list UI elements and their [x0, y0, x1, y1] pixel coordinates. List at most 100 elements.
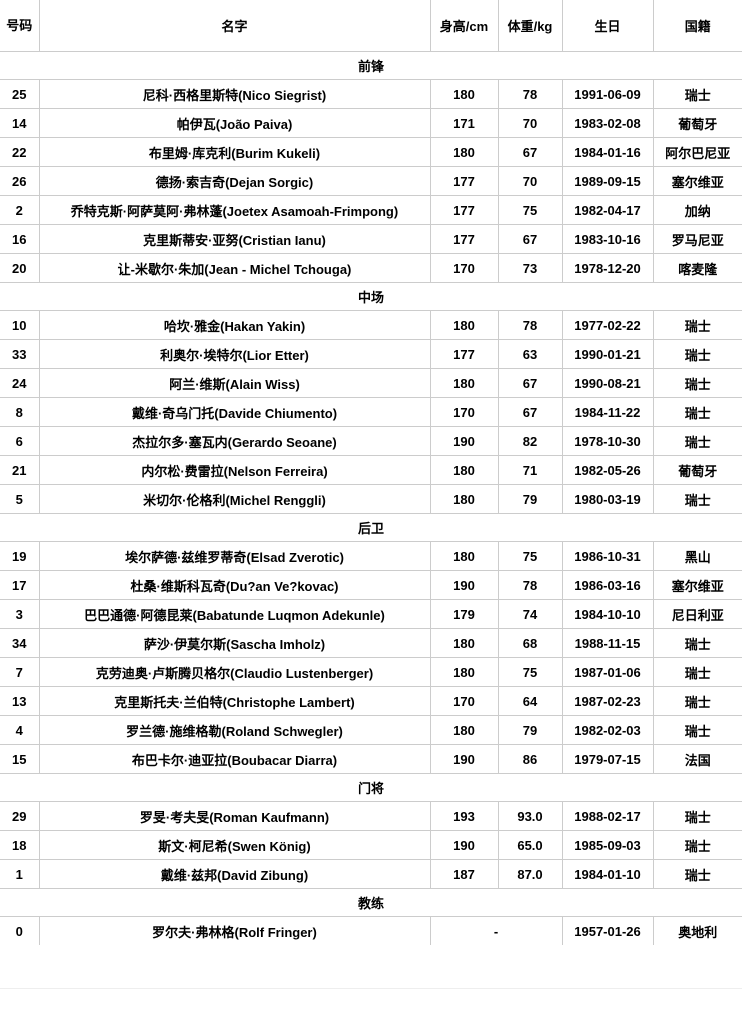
player-nationality: 塞尔维亚 — [652, 166, 742, 196]
player-weight: 75 — [497, 657, 563, 687]
player-number: 2 — [0, 195, 40, 225]
player-row: 24 阿兰·维斯(Alain Wiss) 180 67 1990-08-21 瑞士 — [0, 368, 742, 398]
player-row: 20 让-米歇尔·朱加(Jean - Michel Tchouga) 170 73 19… — [0, 253, 742, 283]
col-header-weight: 体重/kg — [497, 0, 563, 52]
player-nationality: 喀麦隆 — [652, 253, 742, 283]
player-row: 19 埃尔萨德·兹维罗蒂奇(Elsad Zverotic) 180 75 1986-10… — [0, 541, 742, 571]
player-birthday: 1982-04-17 — [561, 195, 654, 225]
player-weight: 86 — [497, 744, 563, 774]
player-height: 170 — [429, 253, 499, 283]
player-name: 让-米歇尔·朱加(Jean - Michel Tchouga) — [38, 253, 431, 283]
player-nationality: 瑞士 — [652, 715, 742, 745]
col-header-name: 名字 — [38, 0, 431, 52]
player-number: 20 — [0, 253, 40, 283]
player-weight: 65.0 — [497, 830, 563, 860]
player-weight: 74 — [497, 599, 563, 629]
player-birthday: 1983-10-16 — [561, 224, 654, 254]
player-row: 10 哈坎·雅金(Hakan Yakin) 180 78 1977-02-22 瑞士 — [0, 310, 742, 340]
player-weight: 63 — [497, 339, 563, 369]
player-number: 24 — [0, 368, 40, 398]
player-weight: 82 — [497, 426, 563, 456]
section-title: 中场 — [0, 282, 742, 311]
player-name: 罗兰德·施维格勒(Roland Schwegler) — [38, 715, 431, 745]
player-name: 利奥尔·埃特尔(Lior Etter) — [38, 339, 431, 369]
player-height: 180 — [429, 455, 499, 485]
player-name: 布巴卡尔·迪亚拉(Boubacar Diarra) — [38, 744, 431, 774]
player-weight: 78 — [497, 570, 563, 600]
player-height: 180 — [429, 541, 499, 571]
player-weight: 67 — [497, 368, 563, 398]
player-nationality: 瑞士 — [652, 484, 742, 514]
player-nationality: 瑞士 — [652, 859, 742, 889]
player-number: 14 — [0, 108, 40, 138]
player-number: 3 — [0, 599, 40, 629]
section-row: 教练 — [0, 888, 742, 917]
player-weight: 78 — [497, 79, 563, 109]
player-weight: 87.0 — [497, 859, 563, 889]
player-nationality: 奥地利 — [652, 916, 742, 946]
player-birthday: 1984-01-10 — [561, 859, 654, 889]
player-name: 哈坎·雅金(Hakan Yakin) — [38, 310, 431, 340]
player-number: 26 — [0, 166, 40, 196]
player-row: 29 罗旻·考夫旻(Roman Kaufmann) 193 93.0 1988-02-1… — [0, 801, 742, 831]
player-name: 乔特克斯·阿萨莫阿·弗林蓬(Joetex Asamoah-Frimpong) — [38, 195, 431, 225]
player-nationality: 瑞士 — [652, 426, 742, 456]
player-birthday: 1990-08-21 — [561, 368, 654, 398]
player-height-weight: - — [429, 916, 563, 946]
player-number: 4 — [0, 715, 40, 745]
player-weight: 68 — [497, 628, 563, 658]
player-name: 萨沙·伊莫尔斯(Sascha Imholz) — [38, 628, 431, 658]
player-weight: 67 — [497, 397, 563, 427]
player-height: 190 — [429, 426, 499, 456]
player-name: 尼科·西格里斯特(Nico Siegrist) — [38, 79, 431, 109]
player-height: 180 — [429, 368, 499, 398]
player-weight: 67 — [497, 137, 563, 167]
player-weight: 70 — [497, 108, 563, 138]
player-weight: 93.0 — [497, 801, 563, 831]
bottom-divider — [0, 988, 742, 989]
player-birthday: 1983-02-08 — [561, 108, 654, 138]
player-number: 8 — [0, 397, 40, 427]
player-height: 193 — [429, 801, 499, 831]
player-row: 0 罗尔夫·弗林格(Rolf Fringer) -1957-01-26 奥地利 — [0, 916, 742, 946]
player-weight: 71 — [497, 455, 563, 485]
player-birthday: 1957-01-26 — [561, 916, 654, 946]
player-row: 7 克劳迪奥·卢斯腾贝格尔(Claudio Lustenberger) 180 75 1… — [0, 657, 742, 687]
player-nationality: 瑞士 — [652, 310, 742, 340]
player-birthday: 1982-02-03 — [561, 715, 654, 745]
player-weight: 70 — [497, 166, 563, 196]
player-birthday: 1987-01-06 — [561, 657, 654, 687]
player-weight: 78 — [497, 310, 563, 340]
player-number: 19 — [0, 541, 40, 571]
player-birthday: 1991-06-09 — [561, 79, 654, 109]
player-nationality: 葡萄牙 — [652, 108, 742, 138]
player-row: 25 尼科·西格里斯特(Nico Siegrist) 180 78 1991-06-09… — [0, 79, 742, 109]
player-name: 戴维·奇乌门托(Davide Chiumento) — [38, 397, 431, 427]
player-name: 克里斯蒂安·亚努(Cristian Ianu) — [38, 224, 431, 254]
player-name: 罗尔夫·弗林格(Rolf Fringer) — [38, 916, 431, 946]
player-height: 190 — [429, 570, 499, 600]
player-row: 14 帕伊瓦(João Paiva) 171 70 1983-02-08 葡萄牙 — [0, 108, 742, 138]
player-birthday: 1982-05-26 — [561, 455, 654, 485]
player-height: 170 — [429, 686, 499, 716]
player-height: 171 — [429, 108, 499, 138]
player-nationality: 瑞士 — [652, 657, 742, 687]
player-weight: 79 — [497, 484, 563, 514]
player-number: 1 — [0, 859, 40, 889]
player-name: 埃尔萨德·兹维罗蒂奇(Elsad Zverotic) — [38, 541, 431, 571]
player-birthday: 1984-01-16 — [561, 137, 654, 167]
col-header-number: 号码 — [0, 0, 40, 52]
player-height: 190 — [429, 744, 499, 774]
section-row: 中场 — [0, 282, 742, 311]
player-height: 177 — [429, 195, 499, 225]
player-number: 15 — [0, 744, 40, 774]
player-nationality: 尼日利亚 — [652, 599, 742, 629]
player-row: 6 杰拉尔多·塞瓦内(Gerardo Seoane) 190 82 1978-10-30… — [0, 426, 742, 456]
player-nationality: 法国 — [652, 744, 742, 774]
player-row: 3 巴巴通德·阿德昆莱(Babatunde Luqmon Adekunle) 179… — [0, 599, 742, 629]
player-number: 0 — [0, 916, 40, 946]
player-name: 德扬·索吉奇(Dejan Sorgic) — [38, 166, 431, 196]
player-nationality: 瑞士 — [652, 339, 742, 369]
player-row: 21 内尔松·费雷拉(Nelson Ferreira) 180 71 1982-05-2… — [0, 455, 742, 485]
player-birthday: 1986-03-16 — [561, 570, 654, 600]
